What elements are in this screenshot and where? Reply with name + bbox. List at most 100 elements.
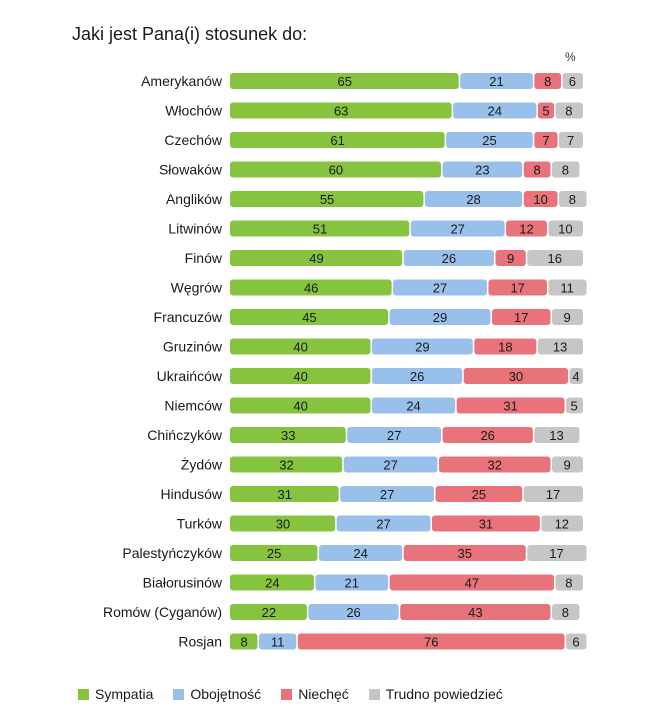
- bar-sympatia: [230, 191, 424, 207]
- legend-label-sympatia: Sympatia: [95, 686, 154, 702]
- category-label: Żydów: [181, 456, 223, 473]
- bar-obojetnosc: [319, 545, 403, 561]
- bar-niechec: [523, 191, 558, 207]
- legend-item-sympatia: Sympatia: [78, 686, 153, 702]
- data-label-trudno: 8: [569, 192, 576, 207]
- bar-sympatia: [230, 545, 318, 561]
- data-label-niechec: 17: [514, 310, 528, 325]
- data-label-niechec: 12: [519, 222, 533, 237]
- bar-trudno: [566, 397, 583, 414]
- bar-niechec: [435, 486, 523, 502]
- bar-sympatia: [230, 102, 452, 119]
- data-label-niechec: 7: [542, 133, 549, 148]
- data-label-trudno: 7: [567, 133, 574, 148]
- bar-sympatia: [230, 73, 459, 89]
- category-label: Rosjan: [178, 634, 222, 650]
- bar-niechec: [488, 279, 547, 296]
- data-label-niechec: 31: [479, 517, 493, 532]
- data-label-sympatia: 40: [293, 340, 307, 355]
- data-label-niechec: 8: [533, 163, 540, 178]
- category-label: Turków: [177, 516, 223, 532]
- bar-trudno: [551, 604, 580, 620]
- data-label-obojetnosc: 24: [406, 399, 420, 414]
- legend-label-trudno: Trudno powiedzieć: [385, 686, 503, 702]
- legend: Sympatia Obojętność Niechęć Trudno powie…: [78, 686, 503, 702]
- data-label-sympatia: 65: [337, 74, 351, 89]
- data-label-sympatia: 32: [279, 458, 293, 473]
- bar-obojetnosc: [393, 279, 487, 296]
- bar-sympatia: [230, 220, 410, 237]
- data-label-sympatia: 55: [320, 192, 334, 207]
- bar-sympatia: [230, 456, 343, 473]
- legend-swatch-sympatia: [78, 688, 89, 700]
- bar-obojetnosc: [336, 515, 431, 532]
- bar-trudno: [566, 633, 587, 650]
- data-label-trudno: 6: [572, 635, 579, 650]
- legend-label-niechec: Niechęć: [298, 686, 349, 702]
- bar-trudno: [523, 486, 583, 502]
- category-label: Ukraińców: [157, 368, 223, 384]
- bar-sympatia: [230, 161, 442, 178]
- bar-obojetnosc: [410, 220, 505, 237]
- bar-niechec: [491, 309, 551, 325]
- bar-niechec: [463, 368, 569, 384]
- data-label-sympatia: 63: [334, 104, 348, 119]
- data-label-obojetnosc: 27: [376, 517, 390, 532]
- legend-label-obojetnosc: Obojętność: [190, 686, 262, 702]
- data-label-obojetnosc: 24: [488, 104, 502, 119]
- data-label-trudno: 8: [562, 163, 569, 178]
- category-label: Chińczyków: [147, 427, 223, 443]
- data-label-sympatia: 33: [281, 428, 295, 443]
- bar-trudno: [527, 250, 583, 266]
- unit-label: %: [565, 50, 576, 64]
- bar-sympatia: [230, 633, 258, 650]
- data-label-trudno: 17: [549, 546, 563, 561]
- category-label: Czechów: [164, 132, 222, 148]
- bar-sympatia: [230, 279, 392, 296]
- bar-trudno: [551, 456, 583, 473]
- bar-niechec: [534, 132, 558, 148]
- data-label-trudno: 9: [563, 310, 570, 325]
- bar-trudno: [559, 132, 583, 148]
- data-label-obojetnosc: 26: [410, 369, 424, 384]
- bar-sympatia: [230, 338, 371, 355]
- data-label-niechec: 18: [498, 340, 512, 355]
- bar-niechec: [403, 545, 526, 561]
- data-label-niechec: 43: [468, 605, 482, 620]
- category-label: Słowaków: [159, 162, 223, 178]
- bar-niechec: [456, 397, 565, 414]
- data-label-sympatia: 25: [267, 546, 281, 561]
- data-label-obojetnosc: 21: [489, 74, 503, 89]
- data-label-trudno: 8: [565, 104, 572, 119]
- category-label: Gruzinów: [163, 339, 223, 355]
- legend-item-niechec: Niechęć: [281, 686, 349, 702]
- bar-obojetnosc: [460, 73, 533, 89]
- data-label-trudno: 11: [560, 281, 574, 296]
- bar-trudno: [534, 427, 580, 443]
- bar-sympatia: [230, 515, 336, 532]
- bar-obojetnosc: [308, 604, 399, 620]
- bar-niechec: [506, 220, 547, 237]
- data-label-sympatia: 49: [309, 251, 323, 266]
- data-label-niechec: 8: [544, 74, 551, 89]
- data-label-niechec: 76: [424, 635, 438, 650]
- data-label-obojetnosc: 26: [346, 605, 360, 620]
- bar-sympatia: [230, 604, 307, 620]
- bar-niechec: [439, 456, 551, 473]
- bar-niechec: [442, 427, 533, 443]
- data-label-sympatia: 40: [293, 399, 307, 414]
- bar-trudno: [555, 102, 583, 119]
- bar-obojetnosc: [315, 574, 389, 591]
- data-label-trudno: 17: [546, 487, 560, 502]
- legend-item-obojetnosc: Obojętność: [173, 686, 261, 702]
- category-label: Niemców: [164, 398, 222, 414]
- chart-title: Jaki jest Pana(i) stosunek do:: [72, 24, 308, 44]
- bar-obojetnosc: [371, 338, 473, 355]
- bar-sympatia: [230, 397, 371, 414]
- data-label-niechec: 35: [458, 546, 472, 561]
- data-label-sympatia: 46: [304, 281, 318, 296]
- bar-trudno: [537, 338, 583, 355]
- data-label-sympatia: 60: [329, 163, 343, 178]
- bar-sympatia: [230, 309, 389, 325]
